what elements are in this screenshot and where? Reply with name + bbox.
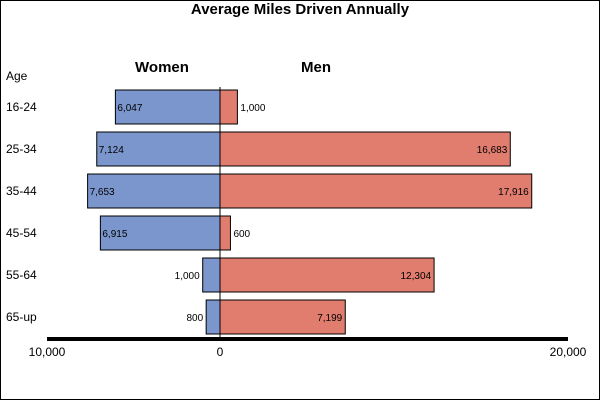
bar-label-men: 17,916 <box>498 187 529 198</box>
bar-label-men: 7,199 <box>317 313 342 324</box>
bar-women <box>99 215 221 251</box>
women-series-header: Women <box>135 59 189 76</box>
value-axis-ticks: 10,000 0 20,000 <box>29 345 587 359</box>
bar-women <box>202 257 221 293</box>
bar-men <box>219 131 511 167</box>
bars <box>87 89 533 335</box>
tick-label: 0 <box>217 345 224 359</box>
bar-label-men: 16,683 <box>477 145 508 156</box>
bar-label-women: 6,915 <box>102 229 127 240</box>
bar-women <box>114 89 221 125</box>
category-label: 65-up <box>6 310 37 324</box>
category-label: 45-54 <box>6 226 37 240</box>
bar-label-men: 1,000 <box>240 103 265 114</box>
category-labels: 16-24 25-34 35-44 45-54 55-64 65-up <box>6 100 37 324</box>
bar-women <box>96 131 221 167</box>
bar-label-men: 600 <box>233 229 250 240</box>
bar-label-women: 800 <box>186 313 203 324</box>
category-axis-label: Age <box>6 69 28 83</box>
bar-label-men: 12,304 <box>400 271 431 282</box>
tick-label: 20,000 <box>550 345 587 359</box>
bar-women <box>205 299 221 335</box>
tick-label: 10,000 <box>29 345 66 359</box>
bar-label-women: 6,047 <box>117 103 142 114</box>
bar-label-women: 7,653 <box>90 187 115 198</box>
category-label: 16-24 <box>6 100 37 114</box>
category-label: 35-44 <box>6 184 37 198</box>
bar-label-women: 7,124 <box>99 145 124 156</box>
men-series-header: Men <box>301 59 331 76</box>
bar-men <box>219 89 238 125</box>
bar-men <box>219 299 346 335</box>
category-label: 55-64 <box>6 268 37 282</box>
category-label: 25-34 <box>6 142 37 156</box>
bar-men <box>219 215 231 251</box>
bar-men <box>219 173 533 209</box>
chart-title: Average Miles Driven Annually <box>191 1 410 18</box>
bar-label-women: 1,000 <box>175 271 200 282</box>
bar-labels: 6,047 1,000 7,124 16,683 7,653 17,916 6,915 600… <box>90 103 530 324</box>
